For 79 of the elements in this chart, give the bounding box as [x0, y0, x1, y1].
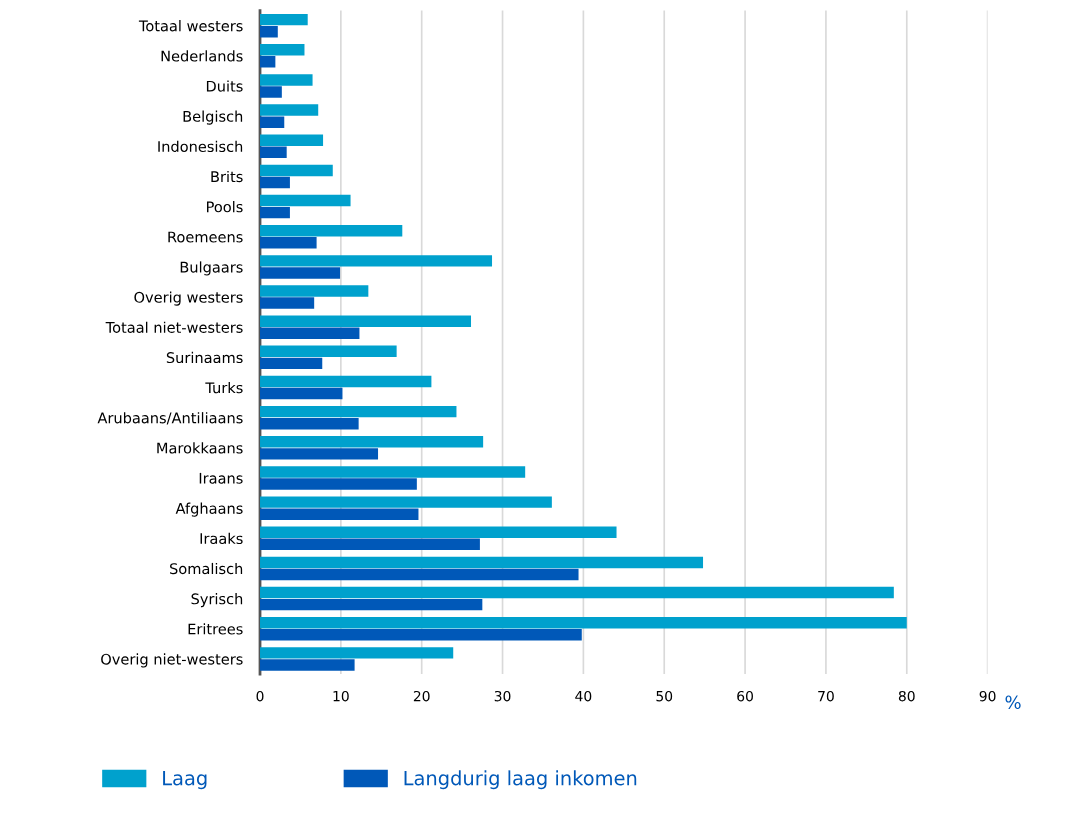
y-tick-label: Surinaams: [166, 351, 243, 364]
y-tick-label: Duits: [206, 80, 243, 92]
bar: [260, 224, 403, 237]
y-tick-label: Iraans: [199, 472, 243, 484]
bar: [260, 194, 351, 207]
bar: [260, 387, 343, 400]
bar: [260, 598, 483, 611]
bar: [260, 297, 315, 309]
y-tick-label: Indonesisch: [158, 140, 243, 153]
y-tick-label: Overig niet-westers: [101, 653, 243, 668]
y-tick-label: Overig westers: [134, 291, 243, 306]
bar: [260, 25, 278, 38]
y-tick-label: Bulgaars: [180, 261, 243, 276]
x-tick-label: 70: [818, 690, 834, 702]
bar: [260, 568, 579, 581]
bar: [260, 176, 290, 189]
bar: [260, 357, 323, 370]
bar: [260, 405, 457, 418]
y-tick-label: Totaal westers: [138, 20, 243, 32]
bar: [260, 285, 369, 297]
bar: [260, 556, 704, 569]
bar: [260, 44, 305, 56]
bar: [260, 327, 360, 339]
y-tick-label: Brits: [211, 170, 243, 183]
y-tick-label: Afghaans: [175, 502, 243, 517]
x-tick-label: 90: [979, 690, 996, 702]
y-tick-label: Arubaans/Antiliaans: [97, 412, 243, 425]
y-tick-label: Turks: [205, 381, 243, 394]
x-tick-label: 60: [737, 690, 753, 702]
y-tick-label: Somalisch: [170, 562, 243, 575]
y-tick-label: Syrisch: [191, 593, 243, 608]
bar: [260, 146, 287, 159]
bar: [260, 586, 894, 599]
bar: [260, 206, 290, 219]
bar: [260, 417, 359, 430]
x-tick-label: 80: [898, 690, 915, 702]
bar: [260, 345, 397, 358]
x-axis-title: %: [1005, 695, 1021, 710]
y-tick-label: Marokkaans: [157, 442, 243, 454]
bar: [260, 466, 526, 478]
y-tick-label: Pools: [207, 201, 243, 213]
bar: [260, 617, 907, 629]
bar: [260, 526, 617, 538]
bar: [260, 375, 432, 388]
x-tick-label: 20: [413, 690, 430, 702]
y-tick-label: Roemeens: [168, 231, 243, 243]
y-tick-label: Eritrees: [188, 623, 243, 635]
bar: [260, 255, 493, 267]
x-tick-label: 0: [256, 690, 264, 702]
bar: [260, 436, 484, 448]
bar: [260, 56, 276, 68]
bar: [260, 116, 285, 128]
bar: [260, 134, 324, 146]
bar: [260, 13, 308, 26]
bar: [260, 74, 313, 86]
bar: [260, 86, 282, 98]
bar: [260, 104, 319, 116]
bar: [260, 478, 417, 490]
legend-label: Langdurig laag inkomen: [404, 770, 637, 790]
bar: [260, 629, 582, 641]
bar: [260, 267, 341, 279]
x-tick-label: 50: [656, 690, 673, 702]
bar: [260, 496, 552, 508]
x-tick-label: 40: [575, 690, 592, 702]
x-tick-label: 10: [333, 690, 349, 702]
bar: [260, 315, 472, 327]
y-tick-label: Totaal niet-westers: [105, 321, 243, 333]
y-tick-label: Nederlands: [161, 50, 243, 62]
bar: [260, 659, 355, 671]
bar: [260, 508, 419, 520]
bar: [260, 164, 333, 177]
x-tick-label: 30: [494, 690, 511, 702]
legend-label: Laag: [163, 770, 207, 790]
bar: [260, 647, 454, 659]
y-tick-label: Iraaks: [200, 532, 243, 545]
bar: [260, 538, 480, 551]
bar: [260, 448, 379, 460]
bar: [260, 237, 317, 249]
y-tick-label: Belgisch: [183, 110, 243, 125]
